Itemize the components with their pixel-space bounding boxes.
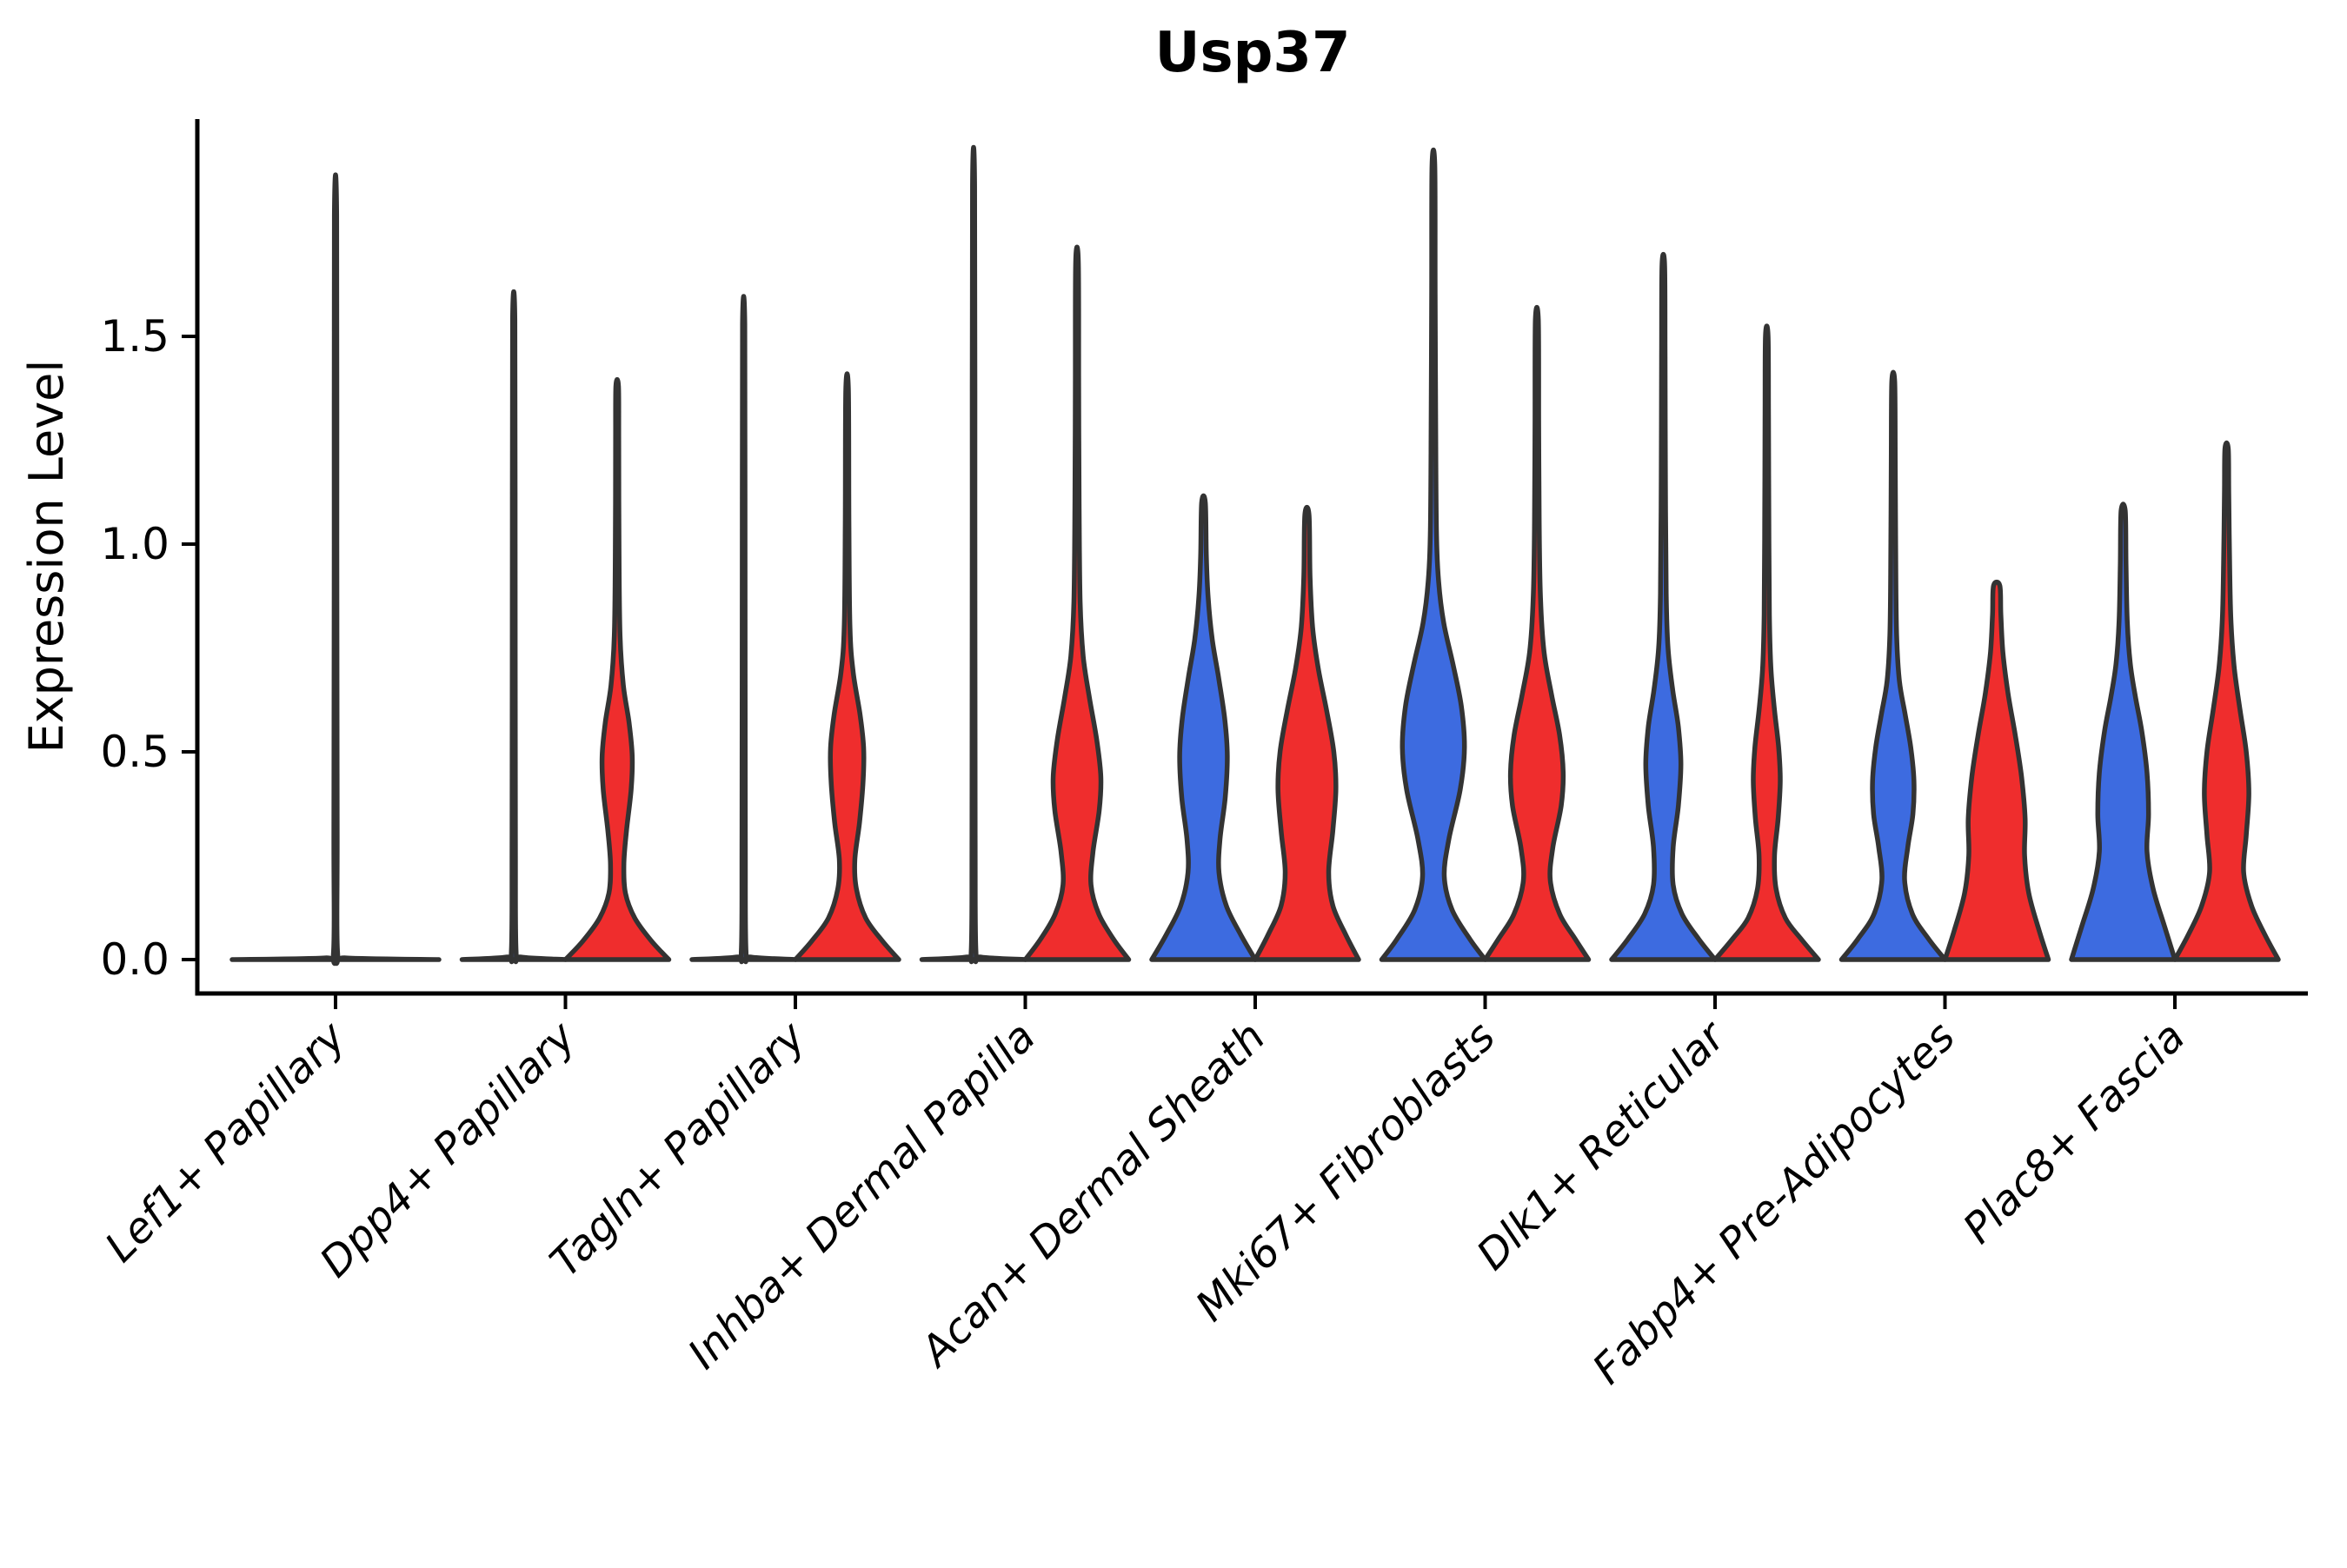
violin-red-dlk1+ — [1712, 323, 1821, 962]
violin-red-plac8+ — [2172, 440, 2281, 962]
violin-red-mki67+ — [1482, 304, 1592, 962]
violin-red-dpp4+ — [562, 376, 672, 962]
x-tick-label: Lef1+ Papillary — [96, 1012, 356, 1272]
violin-red-inhba+ — [1022, 244, 1132, 962]
violin-blue-fabp4+ — [1838, 369, 1948, 962]
y-tick-label: 0.0 — [100, 934, 170, 985]
y-tick-label: 1.0 — [100, 519, 170, 569]
x-tick-label: Plac8+ Fascia — [1954, 1013, 2195, 1253]
y-tick-label: 1.5 — [100, 311, 170, 362]
x-tick-label: Dlk1+ Reticular — [1467, 1011, 1737, 1280]
violin-blue-acan+ — [1149, 493, 1258, 962]
y-tick-label: 0.5 — [100, 727, 170, 777]
violin-blue-dlk1+ — [1609, 251, 1718, 962]
violin-blue-lef1+ — [229, 172, 442, 967]
violins-layer — [229, 144, 2281, 967]
violin-blue-mki67+ — [1379, 147, 1488, 962]
y-axis-label: Expression Level — [19, 360, 74, 754]
violin-red-tagln+ — [793, 371, 901, 962]
x-tick-label: Dpp4+ Papillary — [310, 1012, 585, 1286]
x-tick-label: Fabp4+ Pre-Adipocytes — [1583, 1013, 1965, 1394]
violin-blue-inhba+ — [919, 144, 1028, 965]
violin-blue-dpp4+ — [459, 289, 568, 965]
violin-blue-plac8+ — [2069, 502, 2177, 962]
violin-red-acan+ — [1253, 504, 1361, 962]
chart-title: Usp37 — [1155, 21, 1351, 85]
violin-red-fabp4+ — [1942, 579, 2051, 962]
violin-blue-tagln+ — [689, 294, 798, 965]
x-tick-label: Tagln+ Papillary — [541, 1012, 815, 1286]
